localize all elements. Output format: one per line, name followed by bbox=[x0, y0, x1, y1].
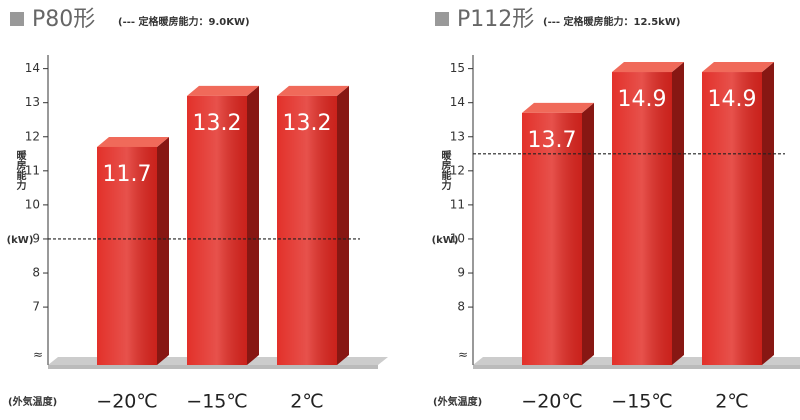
y-tick-label: 14 bbox=[450, 95, 465, 109]
bar-shine bbox=[277, 95, 337, 365]
bar-side bbox=[762, 62, 774, 366]
y-axis-unit: (kW) bbox=[432, 235, 459, 246]
axis-break: ≈ bbox=[458, 348, 468, 362]
value-label: 13.2 bbox=[283, 111, 332, 136]
chart-subtitle: (--- 定格暖房能力：12.5kW) bbox=[543, 15, 680, 28]
value-label: 14.9 bbox=[708, 87, 757, 112]
bar-top bbox=[702, 62, 774, 73]
bar-side bbox=[157, 136, 169, 365]
floor-front bbox=[48, 365, 378, 369]
y-tick-label: 14 bbox=[25, 61, 40, 75]
x-tick-label: 2℃ bbox=[290, 391, 323, 413]
y-tick-label: 9 bbox=[32, 231, 40, 245]
y-tick-label: 8 bbox=[32, 266, 40, 280]
bar-shine bbox=[187, 95, 247, 365]
chart-title: P80形 bbox=[32, 7, 95, 32]
chart-panel: P112形 (--- 定格暖房能力：12.5kW) ≈8 9 10 11 12 13 14 15 暖… bbox=[432, 7, 800, 413]
y-axis-unit: (kW) bbox=[7, 235, 34, 246]
y-tick-label: 7 bbox=[32, 300, 40, 314]
bar-top bbox=[187, 85, 259, 96]
bar-shine bbox=[702, 72, 762, 366]
bar-shine bbox=[97, 146, 157, 365]
bar-side bbox=[337, 85, 349, 365]
y-axis-label: 暖房能力 bbox=[439, 149, 451, 191]
value-label: 13.2 bbox=[193, 111, 242, 136]
y-axis-label: 暖房能力 bbox=[14, 149, 26, 191]
x-tick-label: −20℃ bbox=[521, 391, 582, 413]
x-tick-label: 2℃ bbox=[715, 391, 748, 413]
x-tick-label: −15℃ bbox=[186, 391, 247, 413]
y-tick-label: 10 bbox=[450, 231, 465, 245]
y-tick-label: 13 bbox=[450, 129, 465, 143]
y-tick-label: 12 bbox=[450, 163, 465, 177]
y-tick-label: 10 bbox=[25, 197, 40, 211]
bar-side bbox=[672, 62, 684, 366]
title-marker bbox=[435, 12, 449, 26]
bar-top bbox=[612, 62, 684, 73]
chart-subtitle: (--- 定格暖房能力：9.0KW) bbox=[118, 15, 250, 28]
x-axis-label: (外気温度) bbox=[8, 395, 57, 408]
y-tick-label: 8 bbox=[457, 300, 465, 314]
y-tick-label: 12 bbox=[25, 129, 40, 143]
axis-break: ≈ bbox=[33, 348, 43, 362]
bar-side bbox=[247, 85, 259, 365]
chart-panel: P80形 (--- 定格暖房能力：9.0KW) ≈7 8 9 10 11 12 13 14 暖房能力… bbox=[7, 7, 388, 413]
bar-top bbox=[277, 85, 349, 96]
floor-front bbox=[473, 365, 800, 369]
x-axis-label: (外気温度) bbox=[433, 395, 482, 408]
title-marker bbox=[10, 12, 24, 26]
bar-side bbox=[582, 102, 594, 366]
y-tick-label: 15 bbox=[450, 61, 465, 75]
bar-shine bbox=[522, 112, 582, 366]
y-tick-label: 13 bbox=[25, 95, 40, 109]
bar-shine bbox=[612, 72, 672, 366]
chart-title: P112形 bbox=[457, 7, 534, 32]
x-tick-label: −15℃ bbox=[611, 391, 672, 413]
value-label: 14.9 bbox=[618, 87, 667, 112]
value-label: 11.7 bbox=[103, 162, 152, 187]
y-tick-label: 11 bbox=[25, 163, 40, 177]
bar-top bbox=[97, 136, 169, 147]
value-label: 13.7 bbox=[528, 128, 577, 153]
y-tick-label: 11 bbox=[450, 197, 465, 211]
bar-top bbox=[522, 102, 594, 113]
x-tick-label: −20℃ bbox=[96, 391, 157, 413]
y-tick-label: 9 bbox=[457, 266, 465, 280]
